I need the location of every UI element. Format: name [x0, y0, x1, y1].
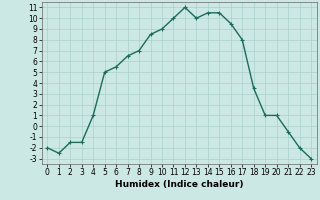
X-axis label: Humidex (Indice chaleur): Humidex (Indice chaleur): [115, 180, 244, 189]
